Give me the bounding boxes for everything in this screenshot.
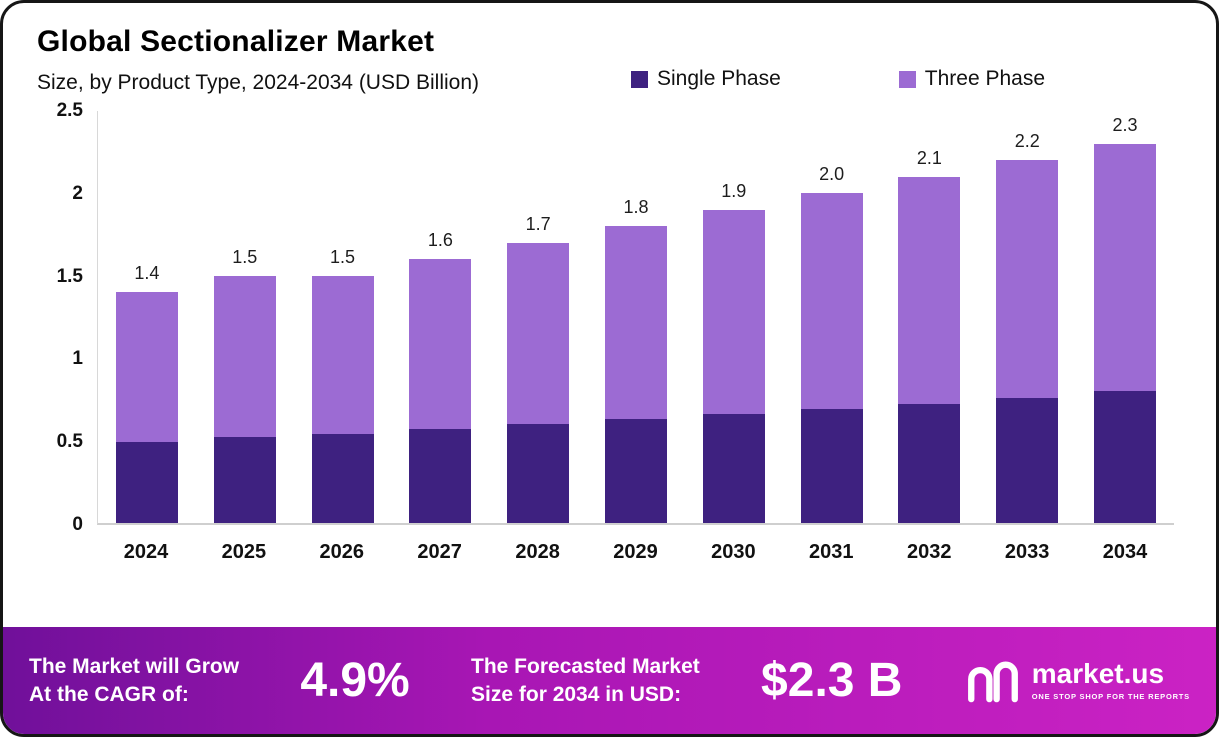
bar-total-label: 1.9 [721, 180, 747, 201]
x-axis-label: 2028 [515, 541, 560, 563]
bar-segment-three-phase [311, 275, 374, 435]
cagr-label-line2: At the CAGR of: [29, 682, 189, 706]
chart-subtitle: Size, by Product Type, 2024-2034 (USD Bi… [37, 71, 480, 94]
bar-segment-single-phase [507, 424, 570, 523]
x-axis: 2024 2025 2026 2027 2028 2029 2030 2031 2032 2033… [97, 541, 1174, 564]
cagr-value: 4.9% [300, 654, 410, 707]
bar-total-label: 1.6 [427, 230, 453, 251]
bar-total-label: 1.8 [623, 197, 649, 218]
bar-segment-single-phase [1094, 391, 1157, 523]
x-axis-label: 2032 [906, 541, 952, 563]
three-phase-swatch-icon [898, 70, 916, 88]
legend-item-single-phase: Single Phase [631, 67, 781, 91]
x-axis-label: 2025 [221, 541, 267, 563]
x-axis-label: 2034 [1102, 541, 1148, 563]
bar-column: 1.4 [98, 111, 196, 523]
bar-segment-single-phase [702, 414, 765, 523]
chart-header: Global Sectionalizer Market Size, by Pro… [3, 3, 1216, 99]
bar-segment-three-phase [409, 259, 472, 430]
y-axis: 0 0.5 1 1.5 2 2.5 [33, 100, 97, 535]
bar-segment-three-phase [702, 209, 765, 415]
bar-column: 2.2 [978, 111, 1076, 523]
page-title: Global Sectionalizer Market [37, 25, 435, 58]
banner: The Market will Grow At the CAGR of: 4.9… [3, 627, 1216, 734]
bar-total-label: 1.4 [134, 263, 160, 284]
chart-body: 0 0.5 1 1.5 2 2.5 1.4 1.5 1.5 1.6 1.7 1.8 1.9 2.0 2.1… [33, 100, 1174, 564]
plot-area: 1.4 1.5 1.5 1.6 1.7 1.8 1.9 2.0 2.1 2.2 2.3 [97, 111, 1174, 525]
bar-segment-three-phase [213, 275, 276, 438]
bar-segment-single-phase [409, 429, 472, 523]
bar-segment-single-phase [213, 437, 276, 523]
bar-segment-three-phase [1094, 143, 1157, 392]
bar-total-label: 1.5 [232, 246, 258, 267]
bar-column: 2.1 [881, 111, 979, 523]
bar-total-label: 2.0 [819, 164, 845, 185]
bar-segment-three-phase [115, 292, 178, 443]
forecast-label: The Forecasted Market Size for 2034 in U… [471, 653, 700, 708]
x-axis-label: 2026 [319, 541, 365, 563]
x-axis-label: 2029 [613, 541, 658, 563]
x-axis-label: 2033 [1004, 541, 1050, 563]
bar-segment-single-phase [311, 434, 374, 523]
legend-label-single-phase: Single Phase [657, 67, 781, 90]
bar-column: 2.3 [1076, 111, 1174, 523]
logo-text: market.us [1031, 658, 1165, 689]
bar-segment-three-phase [898, 176, 961, 405]
forecast-label-line2: Size for 2034 in USD: [471, 682, 682, 706]
bar-segment-single-phase [604, 419, 667, 523]
single-phase-swatch-icon [631, 70, 648, 88]
bar-column: 1.5 [294, 111, 392, 523]
bar-total-label: 1.7 [525, 213, 551, 234]
bar-column: 1.5 [196, 111, 294, 523]
cagr-label: The Market will Grow At the CAGR of: [29, 653, 239, 708]
legend: Single Phase Three Phase [631, 67, 1045, 91]
bar-column: 1.7 [489, 111, 587, 523]
bar-segment-three-phase [507, 242, 570, 425]
x-axis-label: 2030 [711, 541, 756, 563]
bar-segment-three-phase [604, 226, 667, 420]
y-axis-label: 2.5 [56, 100, 83, 121]
y-axis-label: 0.5 [56, 431, 83, 453]
bar-total-label: 1.5 [330, 246, 356, 267]
market-us-logo-icon [967, 661, 1018, 702]
plot-column: 1.4 1.5 1.5 1.6 1.7 1.8 1.9 2.0 2.1 2.2 2.3 2024 20… [97, 111, 1174, 564]
bar-column: 1.9 [685, 111, 783, 523]
bar-total-label: 2.1 [916, 147, 942, 168]
bar-column: 1.6 [391, 111, 489, 523]
logo: market.us ONE STOP SHOP FOR THE REPORTS [964, 659, 1190, 703]
legend-item-three-phase: Three Phase [898, 67, 1046, 91]
x-axis-label: 2027 [417, 541, 462, 563]
bar-segment-single-phase [898, 404, 961, 523]
bar-segment-three-phase [800, 193, 863, 410]
bar-segment-single-phase [115, 442, 178, 523]
bar-segment-single-phase [996, 397, 1059, 523]
cagr-label-line1: The Market will Grow [29, 655, 240, 679]
bar-total-label: 2.3 [1112, 114, 1138, 135]
bar-segment-single-phase [800, 409, 863, 523]
x-axis-label: 2031 [809, 541, 854, 563]
forecast-value: $2.3 B [761, 654, 903, 707]
y-axis-label: 1.5 [56, 265, 83, 287]
logo-tagline: ONE STOP SHOP FOR THE REPORTS [1031, 692, 1190, 701]
bar-total-label: 2.2 [1014, 131, 1040, 152]
logo-text-block: market.us ONE STOP SHOP FOR THE REPORTS [1031, 658, 1190, 702]
forecast-label-line1: The Forecasted Market [471, 655, 700, 679]
y-axis-label: 0 [72, 514, 83, 535]
bar-segment-three-phase [996, 160, 1059, 398]
bar-column: 1.8 [587, 111, 685, 523]
chart: 0 0.5 1 1.5 2 2.5 1.4 1.5 1.5 1.6 1.7 1.8 1.9 2.0 2.1… [3, 99, 1216, 627]
y-axis-label: 1 [72, 348, 83, 370]
y-axis-label: 2 [72, 182, 83, 204]
x-axis-label: 2024 [123, 541, 169, 563]
legend-label-three-phase: Three Phase [924, 67, 1046, 90]
bar-column: 2.0 [783, 111, 881, 523]
